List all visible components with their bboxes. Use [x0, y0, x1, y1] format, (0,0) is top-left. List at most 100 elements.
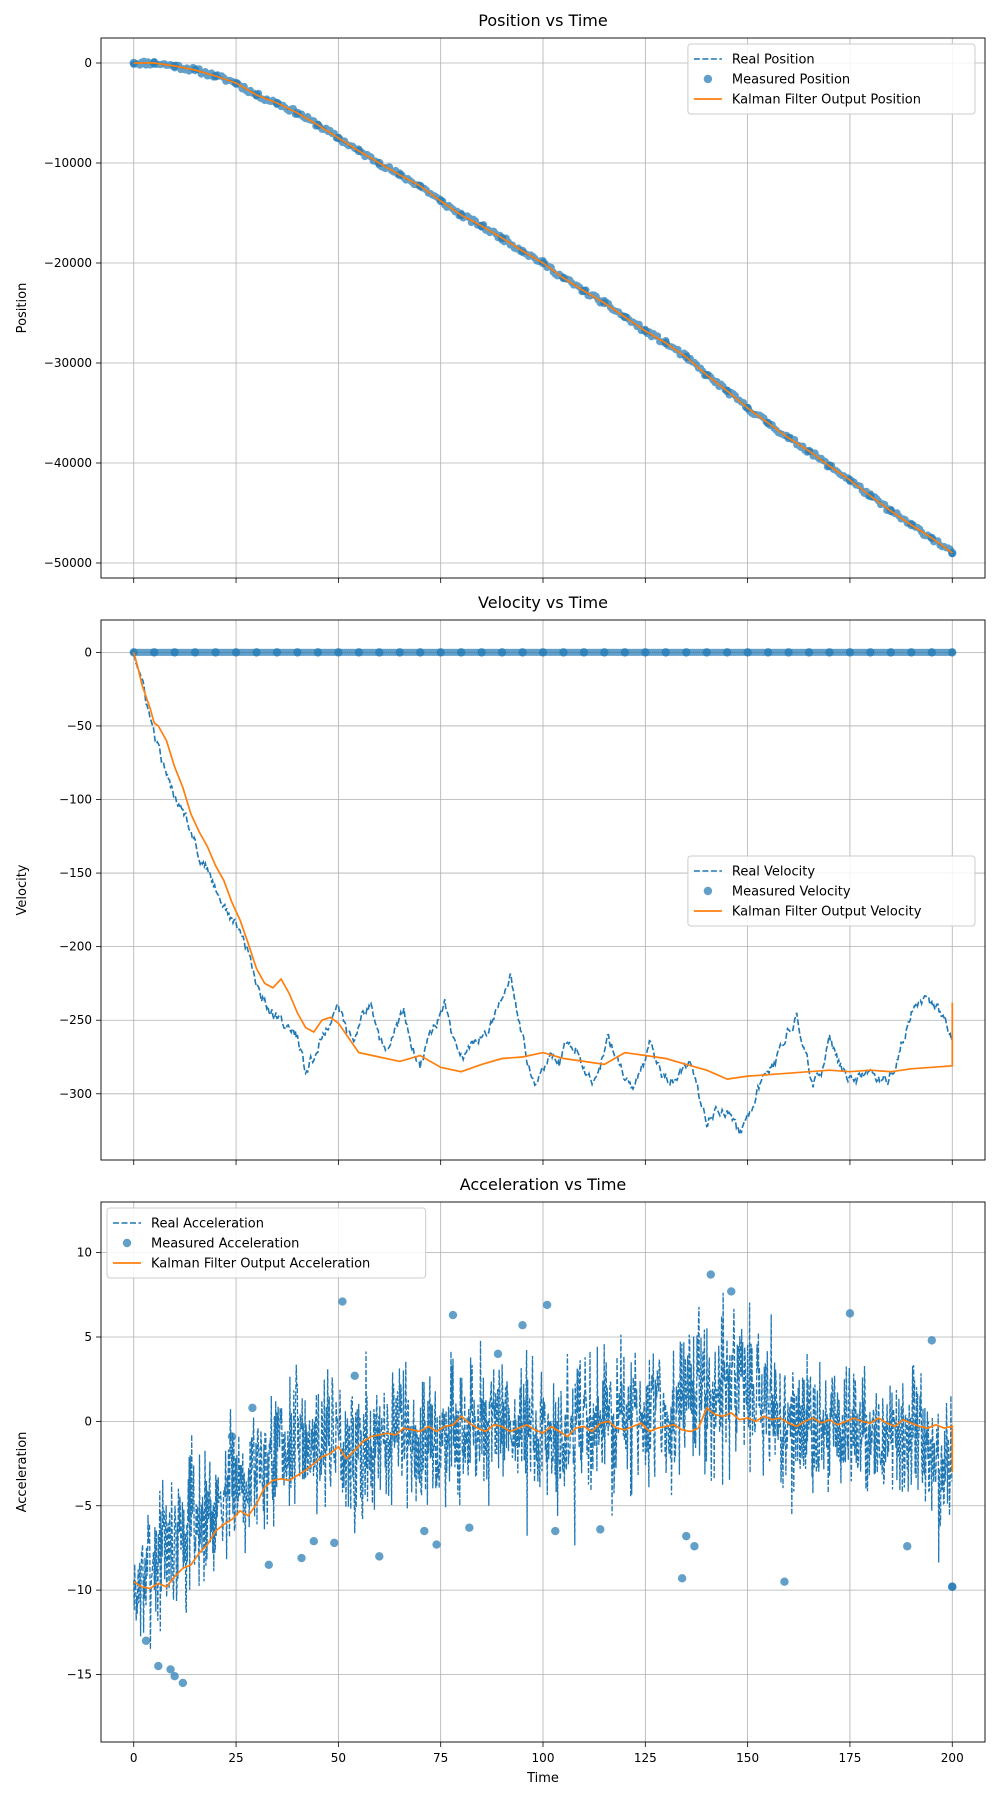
x-tick-label: 0 [130, 1751, 138, 1765]
legend: Real Velocity Measured Velocity Kalman Fil… [687, 855, 976, 927]
measured-point [436, 648, 445, 657]
legend-item: Real Acceleration [113, 1217, 264, 1232]
measured-point [518, 648, 527, 657]
measured-point [231, 648, 241, 657]
measured-point [682, 1531, 691, 1541]
measured-point [866, 648, 875, 657]
x-tick-label: 175 [838, 1751, 861, 1765]
kalman-line [133, 62, 953, 554]
legend-label: Kalman Filter Output Acceleration [151, 1257, 370, 1272]
plot-area [129, 648, 957, 1135]
measured-point [456, 648, 466, 657]
x-tick-label: 75 [433, 1751, 448, 1765]
measured-point [264, 1560, 273, 1570]
y-tick-label: −15 [67, 1668, 92, 1682]
measured-point [154, 1661, 163, 1671]
legend: Real Position Measured Position Kalman Fil… [687, 43, 976, 115]
plot-area [129, 57, 957, 558]
measured-point [706, 1270, 715, 1279]
y-tick-label: 0 [84, 56, 92, 70]
legend-marker [703, 74, 713, 84]
measured-point [780, 1577, 789, 1586]
y-tick-label: −250 [59, 1013, 92, 1027]
legend-label: Measured Position [732, 73, 850, 88]
measured-point [334, 648, 343, 657]
measured-point [272, 648, 282, 657]
series-kalman-filter-output-velocity [132, 652, 954, 1080]
y-tick-label: −10000 [44, 156, 92, 170]
chart-title: Position vs Time [478, 11, 607, 30]
legend-label: Real Velocity [732, 865, 815, 880]
measured-point [722, 648, 732, 657]
series-measured-acceleration [141, 1270, 957, 1688]
grid [101, 38, 985, 578]
measured-point [927, 1336, 936, 1345]
measured-point [448, 1310, 458, 1320]
measured-point [375, 1552, 384, 1561]
measured-point [141, 1636, 151, 1645]
measured-point [395, 648, 404, 657]
measured-point [129, 648, 138, 657]
legend-item: Real Velocity [693, 865, 815, 880]
measured-point [190, 648, 200, 657]
measured-point [886, 648, 896, 657]
measured-point [661, 648, 670, 657]
y-tick-label: −30000 [44, 356, 92, 370]
measured-point [784, 648, 793, 657]
legend-label: Real Position [732, 53, 815, 68]
measured-point [903, 1542, 912, 1551]
y-tick-label: −100 [59, 793, 92, 807]
measured-point [804, 648, 814, 657]
y-tick-label: 10 [77, 1246, 92, 1260]
measured-point [354, 648, 364, 657]
y-axis-label: Acceleration [15, 1432, 30, 1513]
measured-point [551, 1526, 560, 1536]
legend-item: Real Position [693, 53, 815, 68]
legend-item: Kalman Filter Output Position [693, 93, 921, 108]
legend-label: Kalman Filter Output Position [732, 93, 921, 108]
measured-point [702, 648, 711, 657]
grid [101, 620, 985, 1160]
measured-point [338, 1297, 347, 1306]
axes-frame [100, 1201, 986, 1743]
legend-box [106, 1207, 427, 1279]
measured-point [677, 1574, 687, 1583]
legend-box [687, 855, 976, 927]
measured-point [211, 648, 220, 657]
measured-point [416, 648, 425, 657]
y-axis-label: Velocity [15, 864, 30, 915]
measured-point [493, 1349, 503, 1359]
measured-point [248, 1403, 257, 1413]
legend-item: Measured Position [703, 73, 850, 88]
measured-point [907, 648, 916, 657]
measured-point [559, 648, 568, 657]
legend-marker [122, 1238, 132, 1248]
measured-point [178, 1678, 188, 1688]
measured-point [293, 648, 302, 657]
y-tick-label: −5 [74, 1499, 92, 1513]
x-tick-label: 25 [228, 1751, 243, 1765]
measured-point [927, 648, 936, 657]
measured-point [170, 1671, 179, 1681]
legend-item: Kalman Filter Output Acceleration [113, 1257, 370, 1272]
plot-area [133, 1270, 957, 1688]
measured-point [375, 648, 384, 657]
measured-point [620, 648, 630, 657]
measured-point [600, 648, 609, 657]
x-tick-label: 125 [634, 1751, 657, 1765]
measured-point [641, 648, 650, 657]
measured-point [542, 1300, 552, 1310]
measured-point [682, 648, 691, 657]
y-tick-label: −20000 [44, 256, 92, 270]
legend-item: Measured Acceleration [122, 1237, 299, 1252]
measured-point [420, 1526, 429, 1536]
grid [101, 1202, 985, 1742]
legend: Real Acceleration Measured Acceleration Ka… [106, 1207, 427, 1279]
series-measured-velocity [129, 648, 957, 657]
chart-title: Velocity vs Time [478, 593, 608, 612]
series-kalman-filter-output-position [133, 62, 953, 554]
y-tick-label: −50000 [44, 556, 92, 570]
x-axis-label: Time [526, 1771, 559, 1786]
